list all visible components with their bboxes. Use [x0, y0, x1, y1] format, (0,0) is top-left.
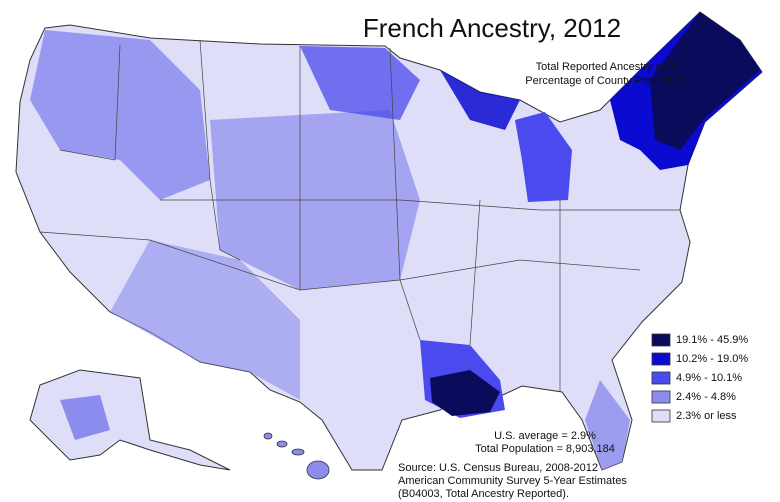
subtitle: Percentage of County Population [525, 75, 686, 87]
alaska-region [60, 395, 110, 440]
legend: 19.1% - 45.9% 10.2% - 19.0% 4.9% - 10.1% 2.… [651, 333, 748, 423]
legend-label: 2.3% or less [676, 410, 737, 422]
source: (B04003, Total Ancestry Reported). [398, 488, 569, 500]
legend-label: 2.4% - 4.8% [676, 391, 736, 403]
region-louisiana [430, 370, 500, 416]
alaska [29, 369, 231, 471]
legend-label: 10.2% - 19.0% [676, 353, 748, 365]
region-florida [585, 380, 630, 470]
region-great-lakes [440, 70, 520, 130]
legend-label: 19.1% - 45.9% [676, 334, 748, 346]
region-north [300, 46, 420, 120]
stat: Total Population = 8,903,184 [475, 443, 615, 455]
region-maine [650, 12, 760, 150]
legend-swatch [651, 409, 671, 423]
hawaii [263, 432, 330, 480]
legend-label: 4.9% - 10.1% [676, 372, 742, 384]
region-southwest [110, 240, 300, 400]
title: French Ancestry, 2012 [363, 13, 621, 43]
state-borders [39, 39, 680, 392]
region-michigan [515, 112, 572, 202]
legend-swatch [651, 390, 671, 404]
source: American Community Survey 5-Year Estimat… [398, 475, 627, 487]
legend-swatch [651, 333, 671, 347]
stat: U.S. average = 2.9% [494, 430, 596, 442]
legend-swatch [651, 352, 671, 366]
source: Source: U.S. Census Bureau, 2008-2012 [398, 462, 598, 474]
subtitle: Total Reported Ancestry as a [536, 61, 678, 73]
legend-swatch [651, 371, 671, 385]
region-west [30, 30, 210, 200]
